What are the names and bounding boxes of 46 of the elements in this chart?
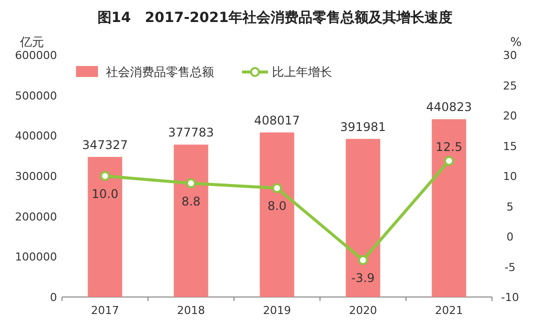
x-tick-label: 2017: [91, 304, 119, 317]
bar: [432, 119, 466, 297]
x-tick-label: 2019: [263, 304, 291, 317]
point: [100, 171, 110, 181]
y-tick-label: 300000: [15, 170, 57, 183]
data-label: 391981: [340, 120, 386, 134]
point: [186, 178, 196, 188]
y-tick-label: 600000: [15, 49, 57, 62]
data-label: -3.9: [351, 271, 375, 286]
point: [358, 255, 368, 266]
y2-tick-label: 25: [503, 79, 517, 92]
x-tick-label: 2020: [349, 304, 377, 317]
y2-tick-label: 15: [503, 140, 517, 153]
data-label: 347327: [82, 138, 128, 152]
data-label: 8.8: [181, 194, 201, 208]
x-tick-label: 2018: [177, 304, 205, 317]
point: [272, 183, 282, 194]
y-axis-title: 亿元: [19, 35, 44, 49]
data-label: 408017: [254, 113, 300, 128]
bar: [174, 144, 208, 297]
point: [444, 156, 454, 166]
data-label: 377783: [168, 126, 214, 140]
y-tick-label: 400000: [15, 130, 57, 143]
chart-title: 图14 2017-2021年社会消费品零售总额及其增长速度: [97, 9, 453, 26]
y2-tick-label: 0: [506, 230, 514, 244]
y-tick-label: 100000: [15, 250, 57, 264]
y2-tick-label: 10: [503, 170, 517, 183]
data-label: 440823: [426, 100, 472, 114]
data-label: 8.0: [267, 199, 287, 214]
y-tick-label: 200000: [15, 210, 57, 224]
y2-tick-label: 30: [503, 49, 517, 62]
y2-axis-title: %: [510, 35, 522, 49]
x-tick-label: 2021: [435, 304, 463, 317]
y2-tick-label: -5: [504, 260, 516, 274]
y2-tick-label: 20: [503, 110, 517, 122]
legend-label: 比上年增长: [272, 65, 332, 79]
y-tick-label: 0: [50, 291, 57, 304]
y2-tick-label: 5: [506, 200, 514, 214]
data-label: 12.5: [436, 140, 462, 154]
data-label: 10.0: [92, 187, 118, 201]
y-tick-label: 500000: [15, 89, 57, 102]
bar: [88, 156, 122, 297]
bar: [346, 138, 380, 297]
bar: [260, 132, 294, 297]
y2-tick-label: -10: [501, 291, 519, 304]
legend-label: 社会消费品零售总额: [106, 65, 214, 79]
